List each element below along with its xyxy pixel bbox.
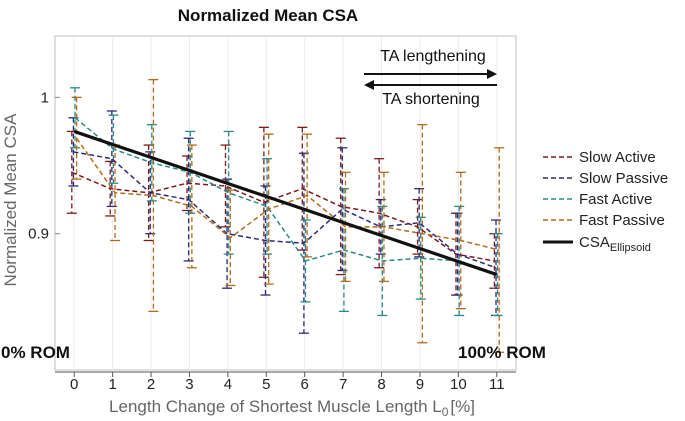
x-tick-label: 0 [70, 376, 78, 393]
x-tick-label: 10 [450, 376, 467, 393]
y-tick-label: 0.9 [28, 226, 49, 243]
trend-line [73, 129, 498, 277]
shortening-arrowhead [364, 80, 374, 90]
trend-line-csa-ellipsoid [73, 129, 498, 277]
lengthening-arrowhead [487, 69, 497, 79]
plot-frame [54, 35, 517, 371]
y-axis-ticks: 0.91 [28, 89, 60, 243]
rom-start-label: 0% ROM [1, 343, 70, 362]
legend-label: Slow Passive [579, 170, 668, 187]
rom-end-label: 100% ROM [458, 343, 546, 362]
series-lines [71, 117, 500, 276]
legend-label-sub: Ellipsoid [610, 242, 651, 254]
error-bars [66, 78, 505, 353]
legend-label: Slow Active [579, 149, 656, 166]
shortening-label: TA shortening [382, 91, 480, 108]
y-tick-label: 1 [41, 89, 49, 106]
x-axis-label-main: Length Change of Shortest Muscle Length … [109, 397, 442, 416]
legend-label: CSAEllipsoid [579, 234, 651, 254]
legend-label: Fast Passive [579, 212, 665, 229]
x-tick-label: 8 [377, 376, 385, 393]
x-axis-label: Length Change of Shortest Muscle Length … [109, 397, 475, 419]
x-tick-label: 2 [147, 376, 155, 393]
series-line-fast-passive [75, 137, 500, 251]
series-line-slow-active [71, 171, 495, 262]
x-tick-label: 9 [416, 376, 424, 393]
x-tick-label: 5 [262, 376, 270, 393]
x-tick-label: 7 [339, 376, 347, 393]
x-tick-label: 6 [301, 376, 309, 393]
x-tick-label: 3 [185, 376, 193, 393]
x-tick-label: 4 [224, 376, 232, 393]
gridlines [73, 36, 498, 370]
legend: Slow Active Slow Passive Fast Active Fast P… [543, 149, 668, 254]
x-axis-label-sub: 0 [442, 405, 449, 419]
lengthening-label: TA lengthening [380, 48, 486, 65]
x-axis-ticks: 0 1 2 3 4 5 6 7 8 9 10 11 [55, 371, 516, 393]
series-line-slow-passive [73, 151, 497, 269]
legend-label: Fast Active [579, 191, 652, 208]
series-line-fast-active [74, 117, 498, 276]
direction-annotation: TA lengthening TA shortening [364, 48, 497, 108]
x-tick-label: 11 [489, 376, 505, 393]
x-axis-label-unit: [%] [450, 397, 475, 416]
y-axis-label: Normalized Mean CSA [1, 113, 20, 287]
chart-title: Normalized Mean CSA [178, 6, 358, 25]
legend-label-main: CSA [579, 234, 610, 251]
x-tick-label: 1 [108, 376, 116, 393]
